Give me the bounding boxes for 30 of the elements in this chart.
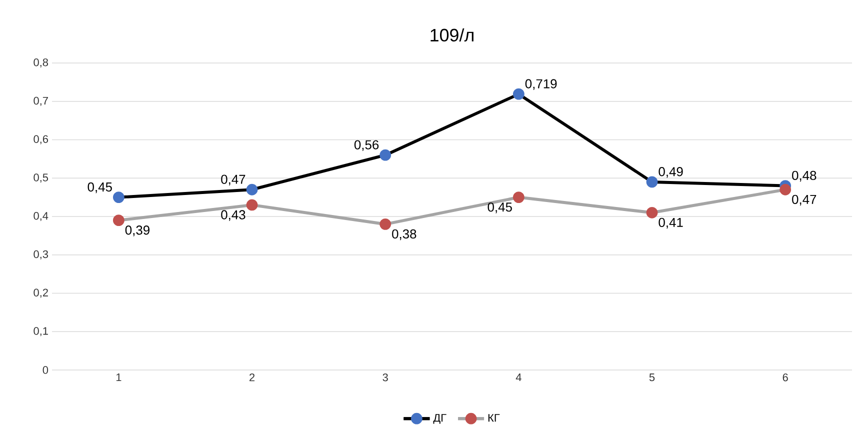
y-tick-label: 0,2 (34, 288, 48, 298)
y-tick-label: 0 (42, 366, 48, 374)
data-label: 0,47 (792, 194, 816, 206)
data-label: 0,38 (392, 229, 416, 240)
x-tick-label: 5 (649, 374, 655, 382)
y-tick-label: 0,6 (34, 135, 48, 144)
y-tick-label: 0,4 (34, 212, 48, 222)
y-tick-label: 0,5 (34, 174, 48, 183)
x-tick-label: 6 (782, 374, 788, 382)
data-label: 0,45 (88, 182, 112, 194)
y-tick-label: 0,8 (34, 58, 48, 68)
data-label: 0,45 (488, 202, 512, 214)
data-label: 0,56 (354, 140, 379, 151)
data-label: 0,48 (792, 170, 816, 182)
y-tick-label: 0,7 (34, 96, 48, 106)
x-tick-label: 1 (116, 374, 122, 382)
data-label: 0,719 (525, 79, 557, 90)
data-label: 0,43 (221, 210, 246, 221)
x-tick-label: 3 (382, 374, 388, 382)
legend-label: КГ (488, 414, 500, 422)
x-tick-label: 2 (250, 374, 255, 382)
data-label: 0,49 (658, 167, 683, 178)
y-tick-label: 0,1 (34, 327, 48, 336)
data-label: 0,39 (125, 226, 150, 236)
y-tick-label: 0,3 (34, 250, 48, 260)
chart-title: 109/л (430, 28, 474, 42)
data-label: 0,41 (658, 218, 683, 229)
x-tick-label: 4 (516, 374, 522, 382)
legend-label: ДГ (433, 414, 446, 424)
data-label: 0,47 (221, 174, 246, 186)
